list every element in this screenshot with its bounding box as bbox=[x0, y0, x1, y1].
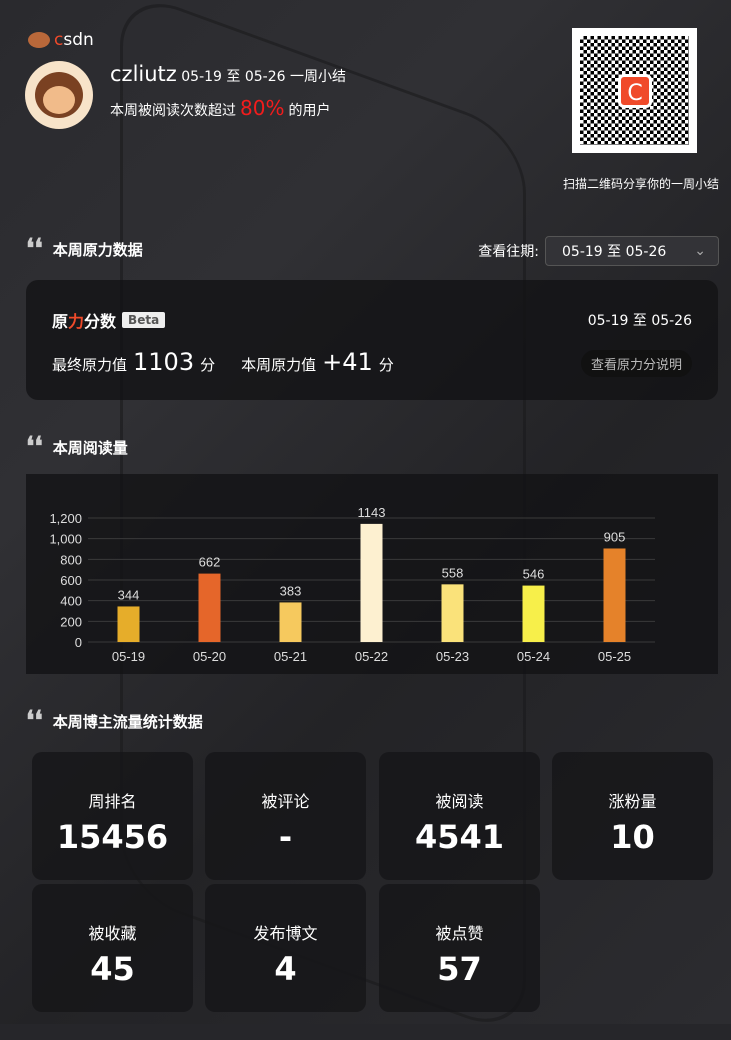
section-reads: ❛❛ 本周阅读量 bbox=[26, 434, 128, 460]
beta-badge: Beta bbox=[122, 312, 166, 328]
data-label: 546 bbox=[523, 567, 545, 582]
summary-label: 一周小结 bbox=[289, 69, 346, 85]
data-label: 344 bbox=[118, 587, 140, 602]
x-tick-label: 05-23 bbox=[436, 649, 469, 664]
y-tick-label: 1,200 bbox=[49, 511, 82, 526]
stat-label: 被收藏 bbox=[88, 924, 137, 943]
quote-icon: ❛❛ bbox=[26, 432, 43, 462]
x-tick-label: 05-22 bbox=[355, 649, 388, 664]
force-card-title: 原力分数 Beta bbox=[52, 308, 166, 332]
stat-card: 被点赞 57 bbox=[379, 884, 540, 1012]
reads-chart-panel: 0 200 400 600 800 1,000 1,200 344 05-19 662 05-20 3… bbox=[26, 474, 718, 674]
bar bbox=[522, 585, 545, 642]
data-label: 383 bbox=[280, 583, 302, 598]
quote-icon: ❛❛ bbox=[26, 706, 43, 736]
y-tick-label: 800 bbox=[60, 552, 82, 567]
force-values: 最终原力值 1103 分 本周原力值 +41 分 bbox=[52, 348, 394, 376]
stat-label: 被阅读 bbox=[435, 792, 484, 811]
stat-value: - bbox=[278, 818, 293, 856]
bar bbox=[603, 548, 626, 642]
period-label: 查看往期: bbox=[478, 244, 539, 260]
data-label: 1143 bbox=[358, 505, 386, 520]
qr-caption: 扫描二维码分享你的一周小结 bbox=[562, 177, 719, 191]
bar bbox=[441, 584, 464, 642]
section-title: 本周原力数据 bbox=[52, 240, 143, 259]
section-title: 本周博主流量统计数据 bbox=[52, 712, 203, 731]
x-tick-label: 05-19 bbox=[112, 649, 145, 664]
stat-card: 周排名 15456 bbox=[32, 752, 193, 880]
y-tick-label: 0 bbox=[75, 635, 82, 650]
brand-name: CSDN bbox=[54, 30, 94, 50]
stat-card: 被评论 - bbox=[205, 752, 366, 880]
data-label: 662 bbox=[199, 555, 221, 570]
x-tick-label: 05-24 bbox=[517, 649, 550, 664]
section-title: 本周阅读量 bbox=[52, 438, 128, 457]
user-header: czliutz 05-19 至 05-26 一周小结 bbox=[110, 62, 346, 86]
stat-label: 被评论 bbox=[261, 792, 310, 811]
stat-label: 被点赞 bbox=[435, 924, 484, 943]
stat-value: 10 bbox=[610, 818, 655, 856]
force-explain-button[interactable]: 查看原力分说明 bbox=[580, 350, 692, 377]
stat-value: 4541 bbox=[414, 818, 505, 856]
stat-card: 被收藏 45 bbox=[32, 884, 193, 1012]
avatar bbox=[25, 61, 93, 129]
period-picker: 查看往期: 05-19 至 05-26 ⌄ bbox=[478, 236, 719, 266]
csdn-logo: CSDN bbox=[28, 30, 94, 50]
bar bbox=[198, 573, 221, 642]
bar bbox=[117, 606, 140, 642]
bar bbox=[279, 602, 302, 642]
stat-label: 涨粉量 bbox=[608, 792, 657, 811]
section-stats: ❛❛ 本周博主流量统计数据 bbox=[26, 708, 203, 734]
username: czliutz bbox=[110, 62, 177, 86]
quote-icon: ❛❛ bbox=[26, 234, 43, 264]
stat-card: 发布博文 4 bbox=[205, 884, 366, 1012]
reads-chart: 0 200 400 600 800 1,000 1,200 344 05-19 662 05-20 3… bbox=[49, 505, 655, 664]
stat-value: 57 bbox=[437, 950, 482, 988]
y-tick-label: 400 bbox=[60, 594, 82, 609]
date-range: 05-19 至 05-26 bbox=[181, 69, 286, 85]
y-tick-label: 200 bbox=[60, 614, 82, 629]
unit: 分 bbox=[200, 356, 216, 374]
force-range: 05-19 至 05-26 bbox=[587, 313, 692, 329]
unit: 分 bbox=[378, 356, 394, 374]
stat-card: 被阅读 4541 bbox=[379, 752, 540, 880]
read-summary: 本周被阅读次数超过 80% 的用户 bbox=[110, 96, 330, 120]
final-label: 最终原力值 bbox=[52, 356, 128, 374]
stat-card: 涨粉量 10 bbox=[552, 752, 713, 880]
read-suffix: 的用户 bbox=[288, 103, 331, 119]
y-tick-label: 1,000 bbox=[49, 532, 82, 547]
stat-value: 45 bbox=[90, 950, 135, 988]
y-tick-label: 600 bbox=[60, 573, 82, 588]
week-label: 本周原力值 bbox=[241, 356, 317, 374]
monkey-icon bbox=[28, 32, 50, 48]
stat-value: 15456 bbox=[56, 818, 169, 856]
stat-value: 4 bbox=[274, 950, 297, 988]
x-tick-label: 05-20 bbox=[193, 649, 226, 664]
read-percent: 80% bbox=[240, 96, 285, 120]
stat-label: 周排名 bbox=[88, 792, 137, 811]
qr-code: C bbox=[572, 28, 697, 153]
period-select[interactable]: 05-19 至 05-26 ⌄ bbox=[545, 236, 719, 266]
stat-label: 发布博文 bbox=[253, 924, 318, 943]
section-force: ❛❛ 本周原力数据 bbox=[26, 236, 143, 262]
x-tick-label: 05-25 bbox=[598, 649, 631, 664]
read-prefix: 本周被阅读次数超过 bbox=[110, 103, 236, 119]
csdn-c-icon: C bbox=[618, 74, 652, 108]
week-value: +41 bbox=[322, 348, 373, 376]
final-value: 1103 bbox=[133, 348, 195, 376]
data-label: 558 bbox=[442, 565, 464, 580]
data-label: 905 bbox=[604, 529, 626, 544]
chevron-down-icon: ⌄ bbox=[694, 243, 706, 259]
force-card: 原力分数 Beta 05-19 至 05-26 最终原力值 1103 分 本周原力值 +… bbox=[26, 280, 718, 400]
x-tick-label: 05-21 bbox=[274, 649, 307, 664]
period-value: 05-19 至 05-26 bbox=[562, 244, 667, 260]
bar bbox=[360, 523, 383, 642]
